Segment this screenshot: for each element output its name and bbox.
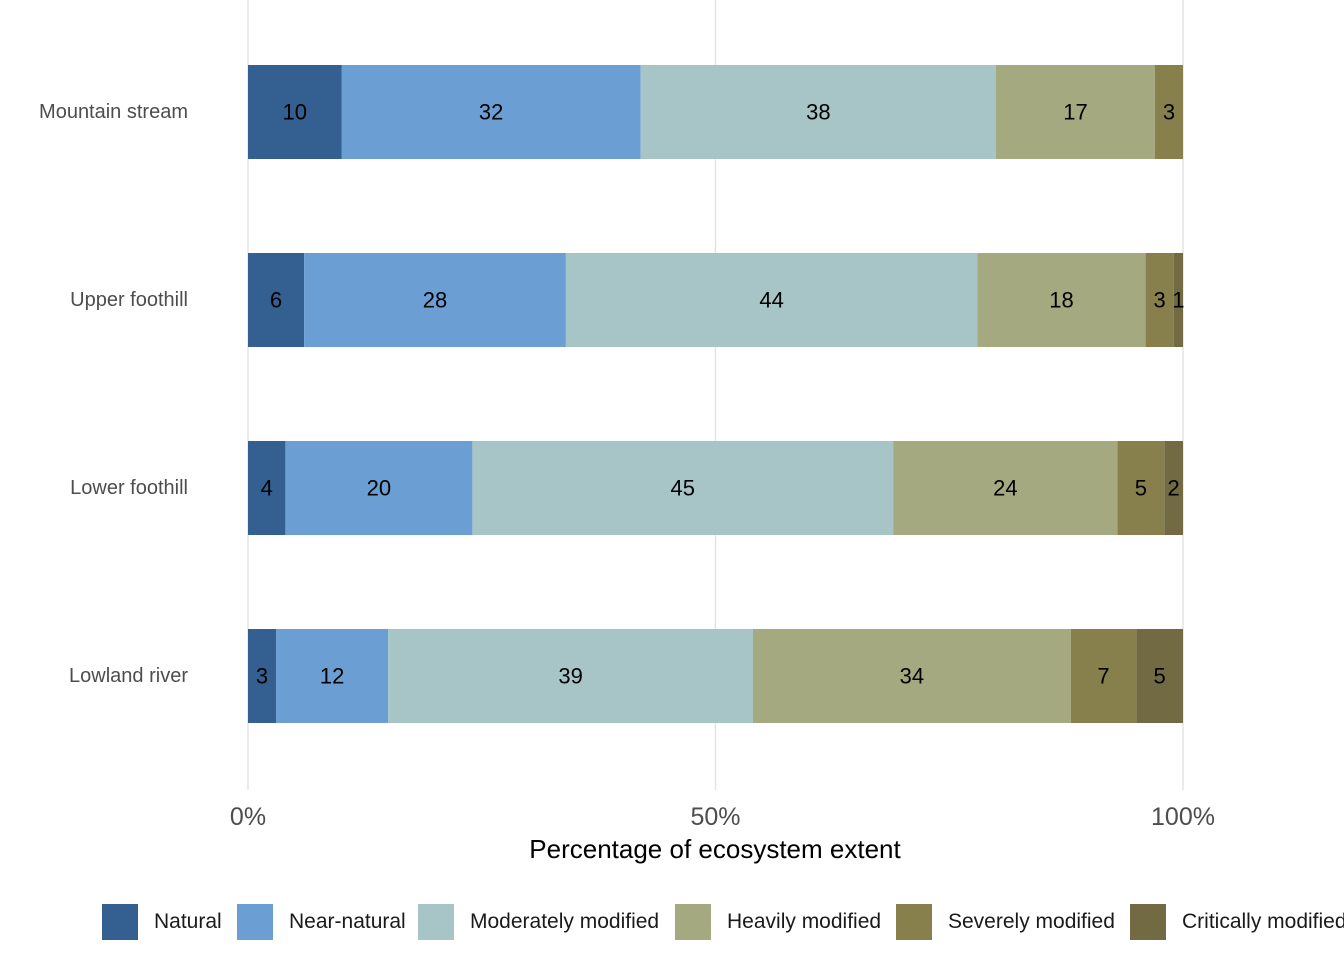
x-tick-labels: 0% 50% 100% bbox=[230, 803, 1215, 831]
legend-item: Moderately modified bbox=[418, 904, 659, 940]
legend-swatch bbox=[418, 904, 454, 940]
x-tick-label: 0% bbox=[230, 803, 266, 831]
data-label: 28 bbox=[423, 288, 447, 313]
bar-segment bbox=[472, 441, 894, 535]
bar-segment bbox=[248, 65, 342, 159]
legend: Natural Near-natural Moderately modified He… bbox=[0, 904, 1344, 948]
data-label: 24 bbox=[993, 476, 1017, 501]
legend-item: Natural bbox=[102, 904, 222, 940]
data-label: 18 bbox=[1049, 288, 1073, 313]
category-labels: Mountain stream Upper foothill Lower footh… bbox=[39, 101, 188, 687]
bar-segment bbox=[1154, 65, 1183, 159]
category-label: Upper foothill bbox=[70, 289, 188, 311]
data-label: 3 bbox=[1163, 100, 1175, 125]
bar-segment bbox=[640, 65, 996, 159]
data-label: 34 bbox=[900, 664, 924, 689]
data-label: 3 bbox=[1154, 288, 1166, 313]
data-label: 5 bbox=[1135, 476, 1147, 501]
bar-segment bbox=[285, 441, 473, 535]
legend-item: Severely modified bbox=[896, 904, 1115, 940]
bar-segment bbox=[1164, 441, 1183, 535]
stacked-bar-chart: 10 32 38 17 36 28 44 18 3 14 20 45 24 5 23 12 39 34 7 5 Mou… bbox=[39, 0, 1215, 864]
bar-segment bbox=[996, 65, 1155, 159]
legend-item: Heavily modified bbox=[675, 904, 881, 940]
bar-segment bbox=[341, 65, 641, 159]
data-label: 4 bbox=[261, 476, 273, 501]
bar-segment bbox=[565, 253, 978, 347]
data-label: 45 bbox=[671, 476, 695, 501]
x-axis-title: Percentage of ecosystem extent bbox=[529, 834, 901, 864]
legend-swatch bbox=[237, 904, 273, 940]
data-label: 32 bbox=[479, 100, 503, 125]
bar-segment bbox=[893, 441, 1118, 535]
bar-segment bbox=[248, 441, 286, 535]
x-tick-label: 50% bbox=[690, 803, 740, 831]
legend-swatch bbox=[675, 904, 711, 940]
bar-segment bbox=[304, 253, 566, 347]
data-label: 17 bbox=[1063, 100, 1087, 125]
legend-label: Heavily modified bbox=[727, 910, 882, 933]
data-label: 38 bbox=[806, 100, 830, 125]
category-label: Lowland river bbox=[69, 665, 188, 687]
data-label: 10 bbox=[283, 100, 307, 125]
bar-segment bbox=[752, 629, 1071, 723]
x-tick-label: 100% bbox=[1151, 803, 1215, 831]
legend-item: Near-natural bbox=[237, 904, 406, 940]
data-label: 20 bbox=[367, 476, 391, 501]
bar-segment bbox=[248, 629, 277, 723]
bar-segment bbox=[388, 629, 753, 723]
legend-swatch bbox=[896, 904, 932, 940]
legend-label: Critically modified bbox=[1182, 910, 1344, 933]
data-label: 5 bbox=[1154, 664, 1166, 689]
bar-segment bbox=[276, 629, 389, 723]
legend-swatch bbox=[102, 904, 138, 940]
category-label: Mountain stream bbox=[39, 101, 188, 123]
data-label: 39 bbox=[558, 664, 582, 689]
legend-label: Near-natural bbox=[289, 910, 406, 933]
category-label: Lower foothill bbox=[70, 477, 188, 499]
data-label: 44 bbox=[759, 288, 783, 313]
legend-label: Natural bbox=[154, 910, 222, 933]
bar-segment bbox=[1173, 253, 1183, 347]
bar-segment bbox=[248, 253, 305, 347]
bar-segment bbox=[1145, 253, 1174, 347]
data-label: 1 bbox=[1172, 288, 1184, 313]
data-label: 6 bbox=[270, 288, 282, 313]
legend-label: Severely modified bbox=[948, 910, 1115, 933]
data-label: 3 bbox=[256, 664, 268, 689]
bar-segment bbox=[1070, 629, 1137, 723]
data-label: 2 bbox=[1168, 476, 1180, 501]
bar-segment bbox=[1117, 441, 1165, 535]
legend-item: Critically modified bbox=[1130, 904, 1344, 940]
bar-segment bbox=[1136, 629, 1183, 723]
value-labels: 10 32 38 17 36 28 44 18 3 14 20 45 24 5 23 12 39 34 7 5 bbox=[256, 100, 1185, 689]
data-label: 12 bbox=[320, 664, 344, 689]
data-label: 7 bbox=[1097, 664, 1109, 689]
bar-segment bbox=[977, 253, 1146, 347]
legend-swatch bbox=[1130, 904, 1166, 940]
bar-segments bbox=[248, 65, 1183, 723]
legend-label: Moderately modified bbox=[470, 910, 660, 933]
